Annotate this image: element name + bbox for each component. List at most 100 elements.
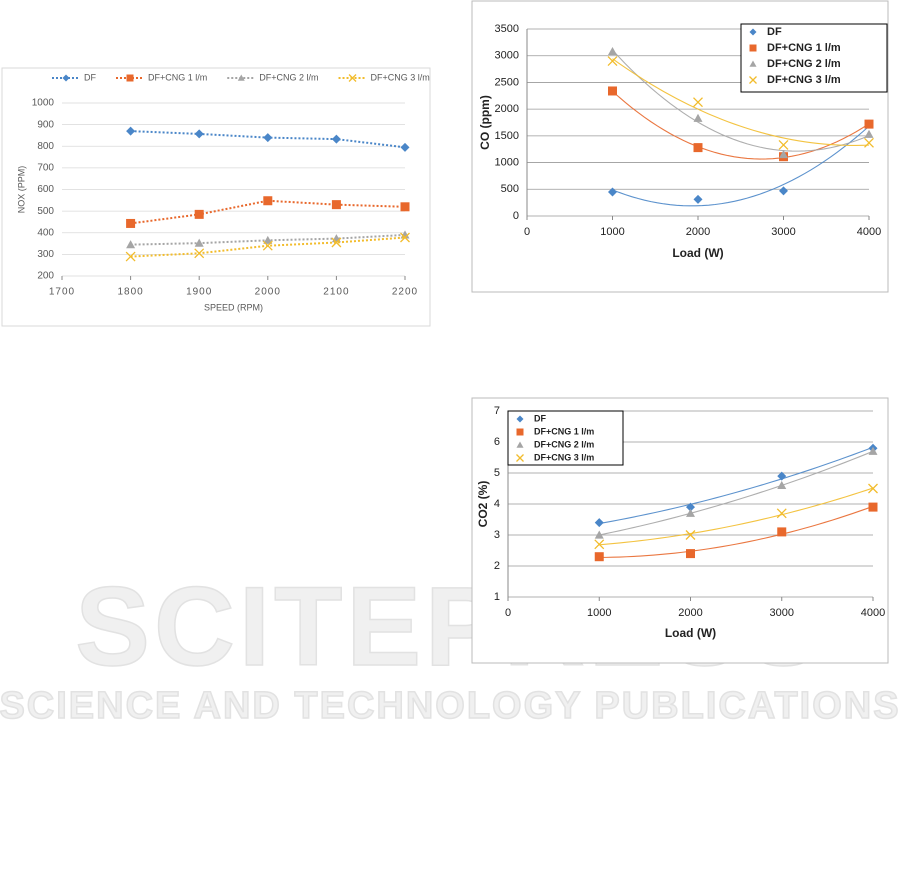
x-tick-label: 2200 bbox=[392, 287, 418, 298]
marker bbox=[864, 137, 874, 148]
marker bbox=[400, 232, 410, 243]
marker bbox=[693, 194, 703, 204]
marker bbox=[777, 480, 787, 489]
marker bbox=[594, 518, 604, 528]
marker bbox=[686, 508, 695, 517]
trendline bbox=[612, 49, 870, 152]
trendline bbox=[612, 58, 870, 146]
legend-label: DF+CNG 1 l/m bbox=[148, 72, 207, 82]
y-tick-label: 900 bbox=[37, 119, 54, 130]
legend-label: DF+CNG 3 l/m bbox=[371, 72, 430, 82]
x-tick-label: 3000 bbox=[770, 607, 794, 619]
y-tick-label: 3 bbox=[494, 529, 500, 541]
marker bbox=[686, 502, 695, 512]
chart-frame bbox=[1, 67, 431, 327]
legend-label: DF bbox=[767, 26, 782, 38]
y-tick-label: 800 bbox=[37, 141, 54, 152]
marker bbox=[194, 209, 204, 219]
y-tick-label: 3500 bbox=[495, 23, 519, 35]
legend-label: DF+CNG 3 l/m bbox=[534, 452, 594, 462]
x-axis-title: Load (W) bbox=[665, 626, 716, 640]
trendline bbox=[599, 505, 874, 559]
marker bbox=[608, 86, 617, 96]
x-tick-label: 4000 bbox=[857, 226, 881, 238]
x-tick-label: 3000 bbox=[771, 226, 795, 238]
trendline bbox=[599, 487, 874, 546]
x-tick-label: 1900 bbox=[186, 287, 212, 298]
y-tick-label: 2000 bbox=[495, 103, 519, 115]
y-tick-label: 1000 bbox=[32, 98, 55, 109]
legend-label: DF+CNG 1 l/m bbox=[767, 42, 841, 54]
y-tick-label: 3000 bbox=[495, 50, 519, 62]
x-tick-label: 1000 bbox=[600, 226, 624, 238]
legend-label: DF bbox=[84, 72, 96, 82]
trendline bbox=[599, 450, 874, 536]
marker bbox=[608, 187, 617, 197]
legend-label: DF+CNG 2 l/m bbox=[767, 58, 841, 70]
trendline bbox=[612, 125, 870, 207]
marker bbox=[685, 530, 696, 540]
marker bbox=[126, 240, 136, 249]
marker bbox=[400, 142, 410, 152]
x-tick-label: 2000 bbox=[678, 607, 702, 619]
y-tick-label: 1000 bbox=[495, 156, 519, 168]
x-tick-label: 2100 bbox=[323, 287, 349, 298]
legend-marker bbox=[749, 44, 757, 52]
y-tick-label: 300 bbox=[37, 249, 54, 260]
y-tick-label: 1 bbox=[494, 591, 500, 603]
marker bbox=[779, 150, 788, 159]
x-tick-label: 1000 bbox=[587, 607, 611, 619]
marker bbox=[864, 119, 874, 129]
legend-marker bbox=[62, 74, 70, 82]
y-axis-title: CO2 (%) bbox=[476, 481, 490, 528]
y-tick-label: 6 bbox=[494, 436, 500, 448]
marker bbox=[868, 502, 878, 512]
marker bbox=[778, 139, 789, 150]
legend-marker bbox=[516, 428, 524, 436]
y-tick-label: 200 bbox=[37, 271, 54, 282]
marker bbox=[263, 235, 273, 244]
legend-marker bbox=[126, 74, 134, 82]
marker bbox=[779, 186, 788, 196]
marker bbox=[693, 97, 703, 108]
x-axis-title: SPEED (RPM) bbox=[204, 302, 263, 312]
y-tick-label: 1500 bbox=[495, 130, 519, 142]
marker bbox=[126, 126, 136, 136]
trendline bbox=[612, 90, 870, 160]
marker bbox=[594, 530, 604, 539]
marker bbox=[864, 129, 874, 138]
marker bbox=[868, 483, 878, 494]
legend-marker bbox=[516, 454, 524, 462]
marker bbox=[400, 202, 410, 212]
marker bbox=[594, 552, 604, 562]
x-tick-label: 0 bbox=[524, 226, 530, 238]
marker bbox=[194, 248, 205, 259]
marker bbox=[331, 237, 342, 248]
y-tick-label: 600 bbox=[37, 184, 54, 195]
legend-marker bbox=[516, 415, 524, 423]
x-tick-label: 0 bbox=[505, 607, 511, 619]
legend-marker bbox=[348, 74, 357, 82]
marker bbox=[126, 218, 136, 228]
marker bbox=[776, 508, 787, 519]
legend-label: DF+CNG 1 l/m bbox=[534, 426, 594, 436]
legend-box bbox=[507, 410, 624, 466]
marker bbox=[777, 471, 787, 481]
y-tick-label: 400 bbox=[37, 227, 54, 238]
marker bbox=[594, 539, 605, 550]
y-tick-label: 0 bbox=[513, 210, 519, 222]
y-tick-label: 2500 bbox=[495, 76, 519, 88]
marker bbox=[263, 196, 273, 206]
y-tick-label: 500 bbox=[501, 183, 519, 195]
x-tick-label: 4000 bbox=[861, 607, 885, 619]
y-tick-label: 700 bbox=[37, 163, 54, 174]
marker bbox=[693, 113, 703, 122]
legend-label: DF+CNG 2 l/m bbox=[259, 72, 318, 82]
marker bbox=[331, 200, 341, 210]
watermark-subtitle: SCIENCE AND TECHNOLOGY PUBLICATIONS bbox=[0, 685, 901, 727]
legend-label: DF+CNG 2 l/m bbox=[534, 439, 594, 449]
y-tick-label: 500 bbox=[37, 206, 54, 217]
trendline bbox=[599, 446, 874, 525]
y-tick-label: 2 bbox=[494, 560, 500, 572]
